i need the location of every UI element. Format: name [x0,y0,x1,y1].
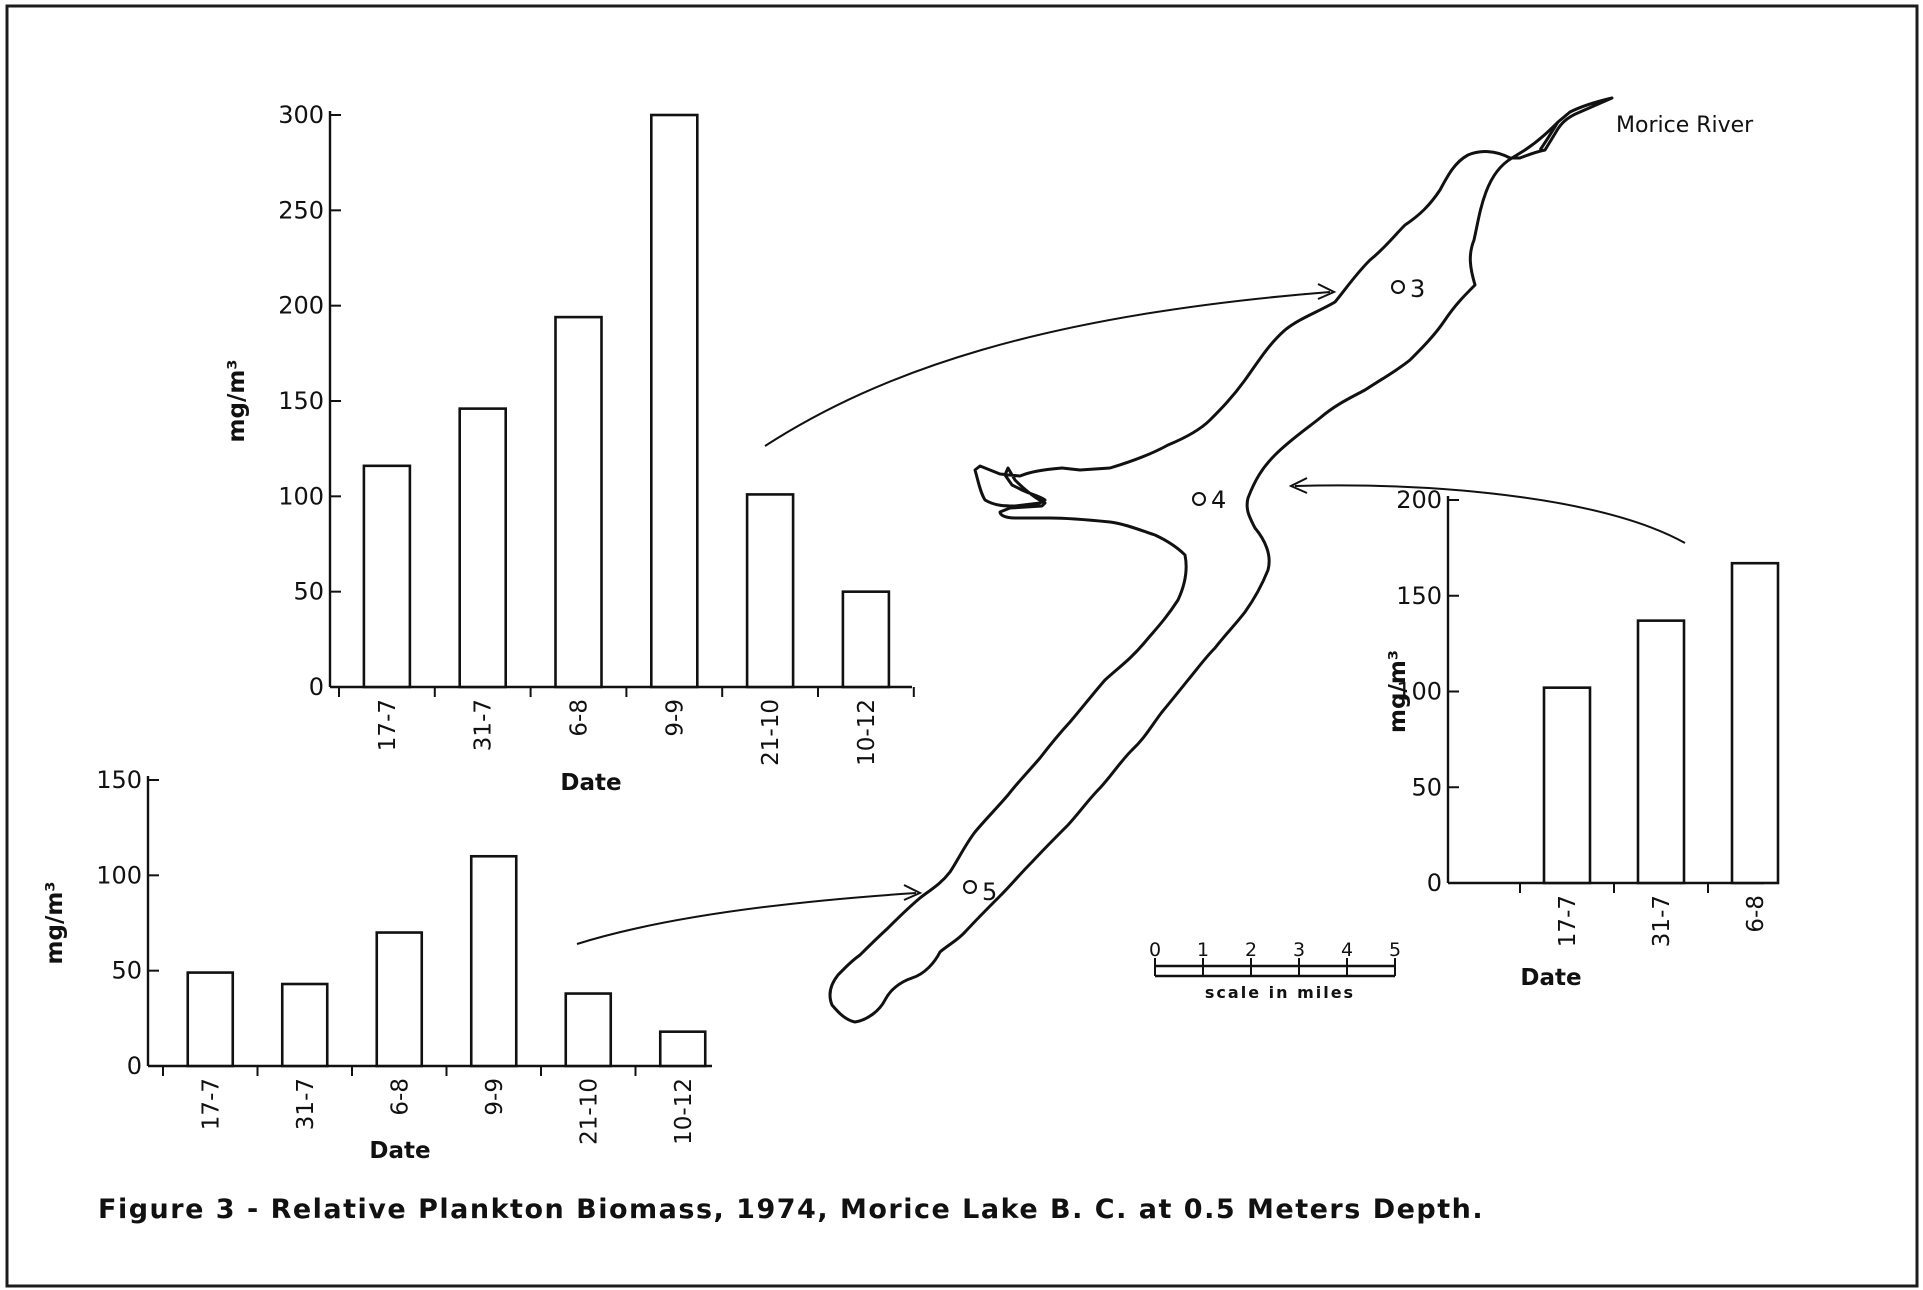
arrow-head-station-5 [903,884,923,901]
chart-2-ytick-label: 150 [96,766,142,794]
station-5-dot [963,880,977,894]
arrow-to-station-3 [764,291,1331,447]
chart-2-ytick-label: 0 [127,1052,142,1080]
bar-chart-station-5: 0 50 100 150 17-7 31-7 6-8 9-9 21-10 10-12 Date mg/… [42,766,712,1164]
chart-1-ytick-label: 100 [278,482,324,510]
bar-chart-station-4: 0 50 100 150 200 17-7 31-7 6-8 Date mg/m³ [1385,486,1780,991]
chart-3-xtick-label: 31-7 [1649,895,1675,947]
chart-1-ytick-label: 150 [278,387,324,415]
scale-tick-label: 0 [1149,939,1161,961]
chart-2-xtick-label: 31-7 [293,1078,319,1130]
chart-3-ytick-label: 200 [1396,486,1442,514]
chart-3-ytick-label: 150 [1396,582,1442,610]
lake-outline-inner-shore [1538,121,1560,151]
scale-tick-label: 1 [1197,939,1209,961]
chart-2-ytick-label: 50 [111,957,142,985]
chart-1-xtick-label: 31-7 [471,699,497,751]
chart-3-y-axis-label: mg/m³ [1385,650,1411,733]
station-3-dot [1391,280,1405,294]
chart-3-ytick-label: 50 [1411,773,1442,801]
scale-tick-label: 5 [1389,939,1401,961]
station-3-marker: 3 [1391,275,1425,303]
station-5-label: 5 [982,878,997,906]
chart-1-ytick-label: 0 [309,673,324,701]
chart-3-ytick-label: 0 [1427,869,1442,897]
map-scale-bar: 0 1 2 3 4 5 scale in miles [1149,939,1401,1002]
chart-1-bar-6-8 [554,315,603,689]
chart-1-bar-31-7 [458,407,508,689]
arrow-to-station-5 [576,892,917,945]
pointer-arrows [576,283,1686,945]
chart-2-y-axis-label: mg/m³ [42,882,68,965]
station-5-marker: 5 [963,878,997,906]
chart-3-xtick-label: 17-7 [1555,895,1581,947]
chart-2-bar-21-10 [564,992,613,1068]
chart-1-bar-21-10 [745,493,795,689]
station-4-dot [1192,492,1206,506]
station-4-label: 4 [1211,486,1226,514]
chart-2-ytick-label: 100 [96,861,142,889]
figure-caption: Figure 3 - Relative Plankton Biomass, 19… [98,1194,1484,1225]
chart-2-xtick-label: 21-10 [576,1078,602,1145]
chart-1-ytick-label: 200 [278,292,324,320]
chart-1-ytick-label: 50 [293,578,324,606]
chart-1-bar-10-12 [841,590,891,689]
arrow-head-station-4 [1288,477,1308,494]
chart-2-bar-10-12 [658,1030,707,1068]
bar-chart-station-3: 0 50 100 150 200 250 300 17-7 31-7 6-8 9-9 21-10 10-… [224,101,915,796]
chart-1-ytick-label: 250 [278,196,324,224]
chart-1-ytick-label: 300 [278,101,324,129]
chart-2-xtick-label: 9-9 [482,1078,508,1116]
chart-1-y-axis-label: mg/m³ [224,360,250,443]
chart-3-x-axis-label: Date [1520,965,1581,991]
chart-3-bar-6-8 [1730,561,1780,885]
chart-2-xtick-label: 10-12 [671,1078,697,1145]
arrow-to-station-4 [1294,484,1686,544]
figure-frame [5,4,1919,1288]
chart-2-x-axis-label: Date [369,1138,430,1164]
chart-1-xtick-label: 10-12 [854,699,880,766]
chart-2-bar-9-9 [469,854,518,1068]
chart-3-bar-31-7 [1636,619,1686,885]
scale-label: scale in miles [1205,983,1355,1002]
chart-1-xtick-label: 9-9 [662,699,688,737]
chart-2-bar-6-8 [375,931,424,1068]
chart-1-x-axis-label: Date [560,770,621,796]
chart-1-bar-17-7 [362,464,412,689]
chart-1-xtick-label: 17-7 [375,699,401,751]
chart-2-bar-31-7 [280,982,329,1068]
river-label: Morice River [1616,113,1754,138]
chart-3-ytick-label: 100 [1396,678,1442,706]
lake-map [828,96,1614,1024]
scale-tick-label: 4 [1341,939,1353,961]
scale-tick-label: 2 [1245,939,1257,961]
arrow-head-station-3 [1317,283,1337,300]
chart-3-xtick-label: 6-8 [1743,895,1769,933]
chart-2-xtick-label: 17-7 [198,1078,224,1130]
chart-1-bar-9-9 [649,113,699,689]
station-3-label: 3 [1410,275,1425,303]
scale-tick-label: 3 [1293,939,1305,961]
chart-3-bar-17-7 [1542,686,1592,885]
station-4-marker: 4 [1192,486,1226,514]
chart-2-xtick-label: 6-8 [387,1078,413,1116]
chart-2-bar-17-7 [186,971,235,1068]
chart-1-xtick-label: 6-8 [567,699,593,737]
chart-1-xtick-label: 21-10 [758,699,784,766]
lake-outline [828,96,1614,1024]
